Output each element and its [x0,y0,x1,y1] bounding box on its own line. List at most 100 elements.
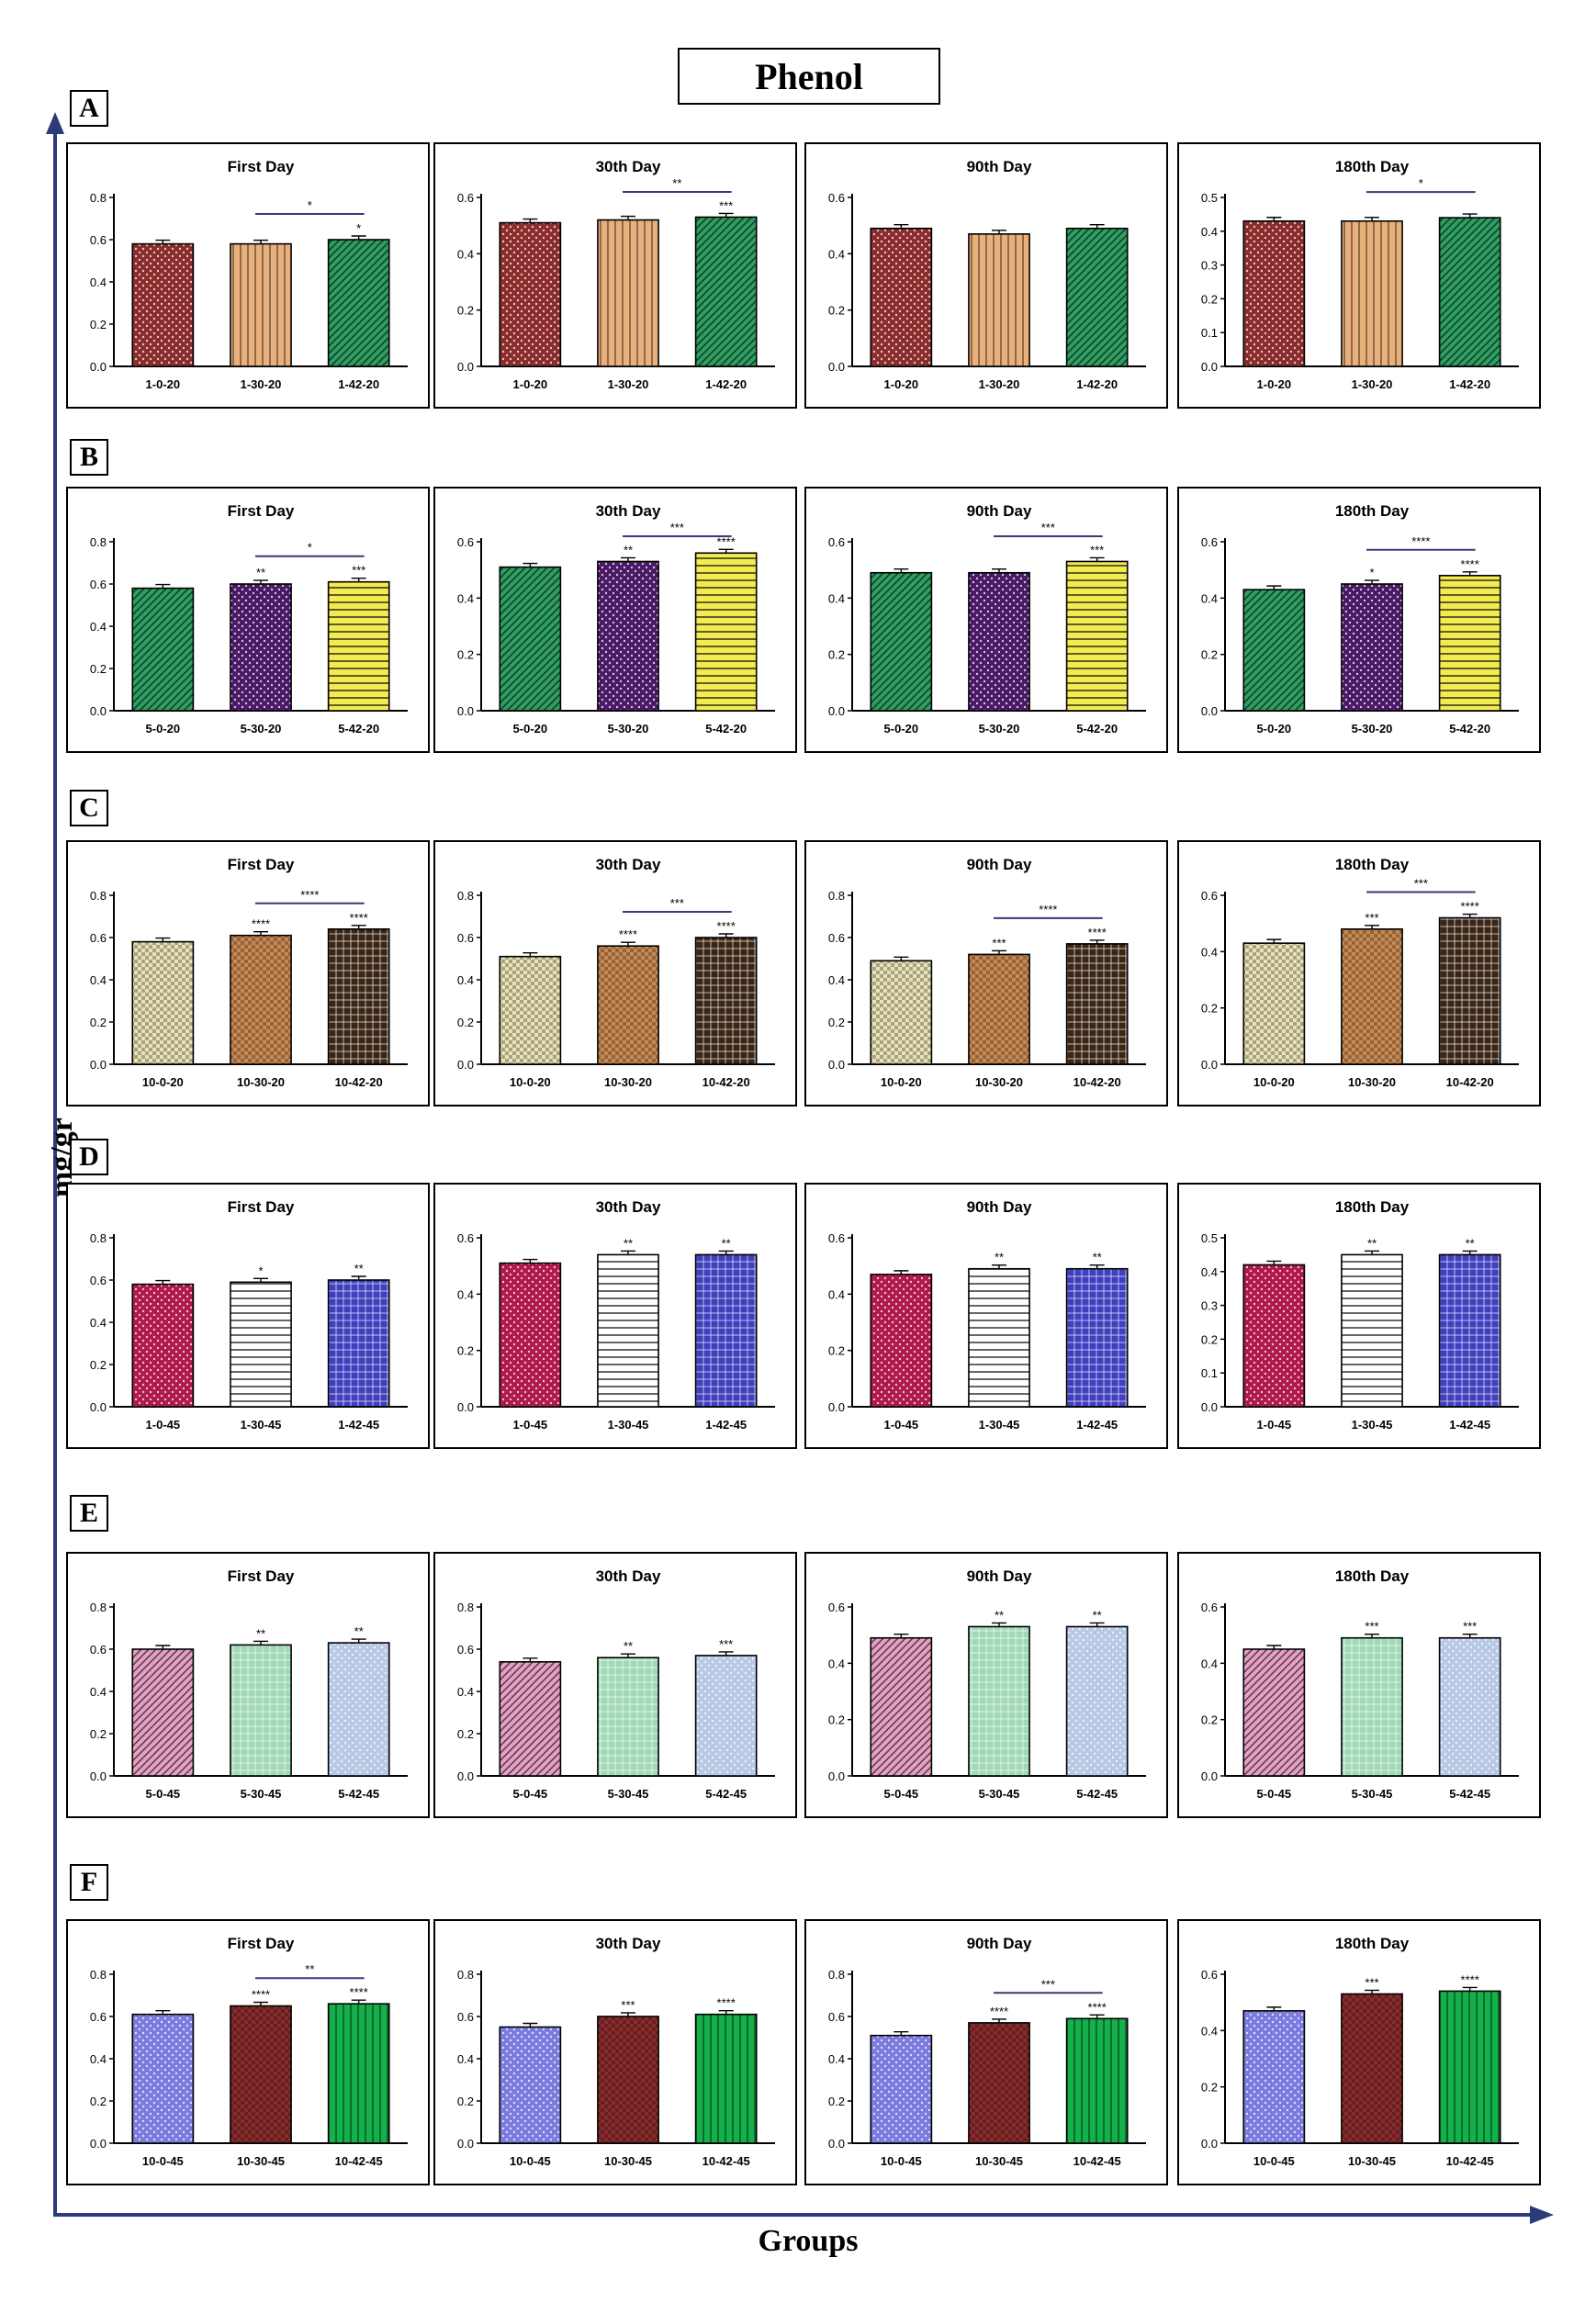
bar-10-0-20 [499,955,562,1065]
y-tick-label: 0.3 [1201,259,1218,273]
bracket-label: ** [305,1962,314,1976]
significance-stars: **** [1088,926,1107,939]
y-tick-label: 0.6 [1201,535,1218,549]
bar-5-0-45 [131,1648,195,1777]
bracket-label: * [308,198,312,212]
chart-panel-b-4: 180th Day 0.0 0.2 0.4 0.6 5-0-20 * 5-30-20 **** 5… [1177,487,1541,753]
category-label: 5-30-20 [1352,722,1393,736]
chart-title: First Day [228,1935,295,1952]
y-tick-label: 0.6 [1201,1968,1218,1982]
y-tick-label: 0.6 [90,1643,107,1657]
bracket-label: ** [672,176,681,190]
significance-stars: ** [354,1624,364,1638]
chart-panel-f-4: 180th Day 0.0 0.2 0.4 0.6 10-0-45 *** 10-30-45 *… [1177,1919,1541,2185]
category-label: 5-0-20 [146,722,181,736]
bar-5-30-45 [1341,1636,1403,1777]
category-label: 5-30-20 [608,722,649,736]
y-tick-label: 0.2 [1201,1002,1218,1016]
bar-1-30-45 [968,1267,1030,1408]
figure-title: Phenol [678,48,940,105]
category-label: 10-30-20 [1348,1075,1396,1089]
significance-stars: *** [352,564,365,578]
y-tick-label: 0.6 [90,2010,107,2024]
y-tick-label: 0.2 [457,648,474,662]
category-label: 5-30-45 [241,1787,282,1801]
y-tick-label: 0.0 [457,1058,474,1072]
bar-10-42-45 [327,2003,390,2144]
category-label: 5-30-45 [979,1787,1020,1801]
y-tick-label: 0.2 [828,1016,845,1029]
bar-5-42-45 [694,1655,758,1777]
y-tick-label: 0.4 [1201,1265,1218,1279]
y-tick-label: 0.2 [828,648,845,662]
category-label: 10-0-45 [510,2154,551,2168]
category-label: 1-0-20 [513,377,548,391]
bracket-label: **** [1039,903,1057,916]
chart-panel-f-2: 30th Day 0.0 0.2 0.4 0.6 0.8 10-0-45 *** 10-30-4… [433,1919,797,2185]
y-tick-label: 0.8 [90,1601,107,1614]
category-label: 5-30-45 [1352,1787,1393,1801]
chart-panel-b-3: 90th Day 0.0 0.2 0.4 0.6 5-0-20 5-30-20 *** 5-42… [804,487,1168,753]
category-label: 10-42-20 [702,1075,750,1089]
chart-svg: First Day 0.0 0.2 0.4 0.6 0.8 5-0-20 ** 5-30-20 *… [90,502,408,736]
category-label: 5-0-20 [513,722,548,736]
y-tick-label: 0.0 [457,2137,474,2151]
bar-5-42-20 [694,552,758,712]
y-tick-label: 0.6 [828,1601,845,1614]
bar-10-42-45 [694,2013,758,2144]
y-tick-label: 0.4 [90,1316,107,1330]
significance-stars: ** [1466,1236,1475,1250]
significance-stars: ** [624,1639,633,1653]
chart-svg: First Day 0.0 0.2 0.4 0.6 0.8 5-0-45 ** 5-30-45 *… [90,1567,408,1801]
y-tick-label: 0.1 [1201,1366,1218,1380]
significance-stars: **** [990,2005,1008,2018]
bracket-label: *** [1414,877,1428,891]
category-label: 5-0-45 [513,1787,548,1801]
chart-title: 180th Day [1335,502,1410,520]
chart-panel-a-3: 90th Day 0.0 0.2 0.4 0.6 1-0-20 1-30-20 1-42-20 [804,142,1168,409]
bar-5-42-45 [327,1642,390,1777]
category-label: 1-30-45 [241,1418,282,1432]
y-tick-label: 0.6 [457,2010,474,2024]
bar-1-0-45 [131,1283,195,1408]
y-tick-label: 0.2 [457,304,474,318]
chart-svg: 180th Day 0.0 0.2 0.4 0.6 5-0-20 * 5-30-20 **** 5… [1201,502,1519,736]
y-tick-label: 0.2 [828,2095,845,2108]
significance-stars: **** [717,534,736,548]
bar-5-0-45 [870,1636,933,1777]
category-label: 10-42-20 [335,1075,383,1089]
category-label: 10-0-20 [1253,1075,1295,1089]
y-tick-label: 0.0 [828,360,845,374]
bar-1-42-20 [327,239,390,367]
panel-row-label-a: A [70,90,108,127]
y-tick-label: 0.8 [828,889,845,903]
panel-row-label-f: F [70,1864,108,1901]
category-label: 10-30-45 [237,2154,285,2168]
y-tick-label: 0.8 [457,1601,474,1614]
significance-stars: ** [624,1236,633,1250]
category-label: 1-30-20 [1352,377,1393,391]
panel-row-label-d: D [70,1139,108,1175]
category-label: 5-42-20 [1449,722,1490,736]
bracket-label: *** [670,896,684,910]
bar-10-0-20 [131,940,195,1065]
chart-svg: 90th Day 0.0 0.2 0.4 0.6 0.8 10-0-45 **** 10-30-… [828,1935,1146,2168]
category-label: 1-0-20 [146,377,181,391]
significance-stars: **** [1461,557,1479,571]
y-tick-label: 0.2 [1201,1332,1218,1346]
bar-1-42-20 [1438,217,1501,367]
y-tick-label: 0.0 [90,1400,107,1414]
bar-1-42-45 [694,1253,758,1408]
y-tick-label: 0.4 [1201,945,1218,959]
chart-panel-d-2: 30th Day 0.0 0.2 0.4 0.6 1-0-45 ** 1-30-45 ** 1-4… [433,1183,797,1449]
y-tick-label: 0.4 [828,591,845,605]
bar-5-42-45 [1438,1636,1501,1777]
category-label: 10-42-20 [1446,1075,1494,1089]
bar-10-30-45 [968,2022,1030,2144]
bracket-label: *** [1041,1977,1055,1991]
bar-5-30-45 [597,1657,659,1777]
y-tick-label: 0.6 [90,233,107,247]
bar-5-0-20 [131,587,195,712]
chart-title: 90th Day [967,1198,1032,1216]
